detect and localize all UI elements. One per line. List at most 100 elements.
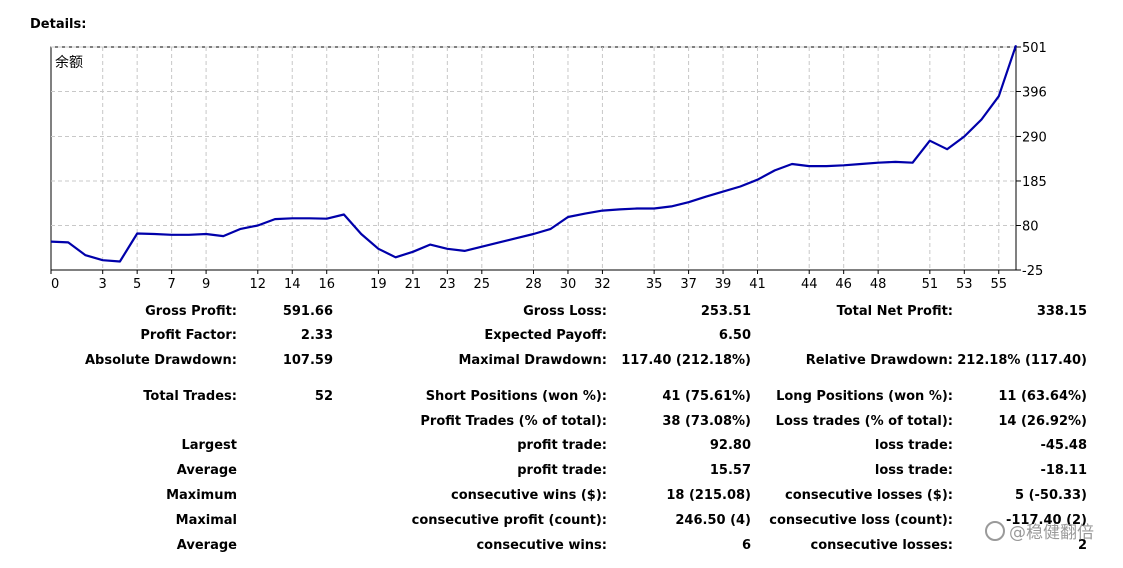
x-tick-label: 3 [99,277,107,292]
y-tick-label: 80 [1022,219,1039,234]
maximal-drawdown-value: 117.40 (212.18%) [621,353,751,368]
avg-consec-losses-value: 2 [1077,538,1087,553]
expected-payoff-label: Expected Payoff: [484,328,607,343]
x-tick-label: 46 [835,277,852,292]
maximal-consec-loss-value: -117.40 (2) [1005,513,1087,528]
watermark-logo-icon [985,521,1005,541]
avg-consec-wins-value: 6 [741,538,751,553]
largest-label: Largest [181,438,237,453]
profit-factor-label: Profit Factor: [140,328,237,343]
y-tick-label: 185 [1022,175,1047,190]
max-consec-wins-label: consecutive wins ($): [450,488,607,503]
x-tick-label: 41 [749,277,766,292]
stats-row: Maximal consecutive profit (count): 246.… [0,511,1123,531]
avg-consec-wins-label: consecutive wins: [476,538,607,553]
gross-loss-value: 253.51 [700,304,751,319]
short-positions-value: 41 (75.61%) [662,389,751,404]
average-profit-label: profit trade: [517,463,607,478]
absolute-drawdown-label: Absolute Drawdown: [85,353,237,368]
y-tick-label: 501 [1022,41,1047,56]
x-tick-label: 23 [439,277,456,292]
average-label: Average [176,463,237,478]
stats-row: Maximum consecutive wins ($): 18 (215.08… [0,486,1123,506]
x-tick-label: 14 [284,277,301,292]
x-tick-label: 16 [318,277,335,292]
maximal-label: Maximal [175,513,237,528]
x-tick-label: 7 [167,277,175,292]
gross-profit-value: 591.66 [282,304,333,319]
max-consec-wins-value: 18 (215.08) [666,488,751,503]
stats-table: Gross Profit: 591.66 Gross Loss: 253.51 … [0,300,1123,568]
maximal-drawdown-label: Maximal Drawdown: [458,353,607,368]
relative-drawdown-label: Relative Drawdown: [805,353,953,368]
stats-row: Average consecutive wins: 6 consecutive … [0,536,1123,556]
y-tick-label: 290 [1022,130,1047,145]
total-net-profit-value: 338.15 [1036,304,1087,319]
average-profit-value: 15.57 [709,463,751,478]
average-loss-value: -18.11 [1040,463,1087,478]
x-tick-label: 55 [990,277,1007,292]
stats-row: Total Trades: 52 Short Positions (won %)… [0,387,1123,407]
x-tick-label: 39 [715,277,732,292]
x-tick-label: 53 [956,277,973,292]
total-net-profit-label: Total Net Profit: [836,304,953,319]
maximal-consec-loss-label: consecutive loss (count): [769,513,953,528]
max-consec-losses-label: consecutive losses ($): [785,488,953,503]
long-positions-value: 11 (63.64%) [998,389,1087,404]
stats-row: Gross Profit: 591.66 Gross Loss: 253.51 … [0,302,1123,322]
stats-row: Absolute Drawdown: 107.59 Maximal Drawdo… [0,351,1123,371]
x-tick-label: 9 [202,277,210,292]
profit-trades-value: 38 (73.08%) [662,414,751,429]
balance-series-line [50,44,1018,263]
largest-profit-value: 92.80 [709,438,751,453]
x-tick-label: 32 [594,277,611,292]
largest-loss-label: loss trade: [874,438,953,453]
y-tick-label: -25 [1022,264,1043,279]
x-tick-label: 12 [250,277,267,292]
x-tick-label: 5 [133,277,141,292]
x-tick-label: 51 [922,277,939,292]
expected-payoff-value: 6.50 [718,328,751,343]
maximum-label: Maximum [166,488,237,503]
gross-loss-label: Gross Loss: [523,304,607,319]
profit-factor-value: 2.33 [300,328,333,343]
gross-profit-label: Gross Profit: [145,304,237,319]
watermark: @稳健翻倍 [985,518,1094,543]
avg-consec-losses-label: consecutive losses: [810,538,953,553]
x-tick-label: 48 [870,277,887,292]
x-tick-label: 19 [370,277,387,292]
chart-title: 余额 [55,54,83,71]
maximal-consec-profit-value: 246.50 (4) [675,513,751,528]
long-positions-label: Long Positions (won %): [776,389,953,404]
y-tick-label: 396 [1022,86,1047,101]
largest-loss-value: -45.48 [1040,438,1087,453]
average-loss-label: loss trade: [874,463,953,478]
details-title: Details: [30,17,87,32]
x-tick-label: 37 [680,277,697,292]
x-tick-label: 30 [560,277,577,292]
stats-row: Profit Factor: 2.33 Expected Payoff: 6.5… [0,326,1123,346]
x-tick-label: 28 [525,277,542,292]
relative-drawdown-value: 212.18% (117.40) [957,353,1087,368]
x-tick-label: 21 [405,277,422,292]
x-tick-label: 25 [474,277,491,292]
absolute-drawdown-value: 107.59 [282,353,333,368]
x-tick-label: 0 [51,277,59,292]
short-positions-label: Short Positions (won %): [425,389,607,404]
loss-trades-label: Loss trades (% of total): [775,414,953,429]
stats-row: Average profit trade: 15.57 loss trade: … [0,461,1123,481]
maximal-consec-profit-label: consecutive profit (count): [411,513,607,528]
x-tick-label: 35 [646,277,663,292]
average2-label: Average [176,538,237,553]
max-consec-losses-value: 5 (-50.33) [1015,488,1087,503]
stats-row: Largest profit trade: 92.80 loss trade: … [0,436,1123,456]
watermark-text: @稳健翻倍 [1009,523,1094,543]
stats-row: Profit Trades (% of total): 38 (73.08%) … [0,412,1123,432]
profit-trades-label: Profit Trades (% of total): [420,414,607,429]
loss-trades-value: 14 (26.92%) [998,414,1087,429]
total-trades-value: 52 [314,389,333,404]
largest-profit-label: profit trade: [517,438,607,453]
total-trades-label: Total Trades: [143,389,237,404]
x-tick-label: 44 [801,277,818,292]
